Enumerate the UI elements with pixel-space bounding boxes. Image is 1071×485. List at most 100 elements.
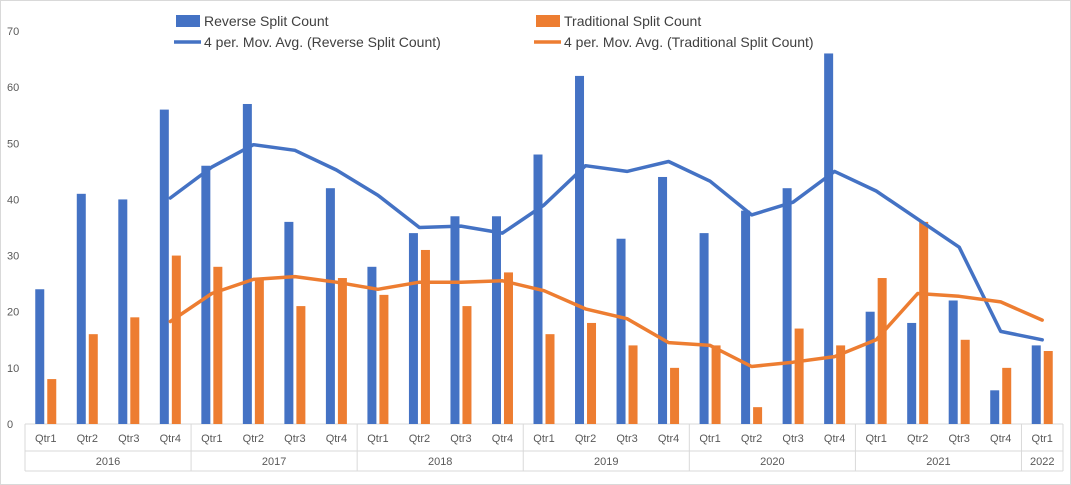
bar-reverse-split: [118, 199, 128, 424]
bar-traditional-split: [503, 272, 513, 424]
y-tick-label: 0: [7, 419, 13, 431]
bar-reverse-split: [76, 193, 86, 424]
bar-traditional-split: [587, 322, 597, 424]
x-tick-label: Qtr2: [575, 433, 596, 445]
bar-reverse-split: [408, 233, 418, 424]
x-tick-label: Qtr4: [160, 433, 181, 445]
bar-reverse-split: [367, 266, 377, 424]
bar-reverse-split: [824, 53, 834, 424]
legend-swatch-traditional: [536, 15, 560, 27]
bar-reverse-split: [284, 221, 294, 424]
bar-reverse-split: [35, 289, 45, 424]
year-group-label: 2016: [96, 456, 120, 468]
x-tick-label: Qtr1: [533, 433, 554, 445]
bar-traditional-split: [836, 345, 846, 424]
bar-traditional-split: [877, 278, 887, 424]
x-tick-label: Qtr3: [284, 433, 305, 445]
bar-reverse-split: [242, 103, 252, 424]
year-group-label: 2019: [594, 456, 618, 468]
x-tick-label: Qtr3: [118, 433, 139, 445]
bar-reverse-split: [450, 216, 460, 424]
bar-reverse-split: [907, 322, 917, 424]
bar-traditional-split: [960, 339, 970, 424]
bar-traditional-split: [545, 334, 555, 424]
bar-traditional-split: [130, 317, 140, 424]
bar-reverse-split: [865, 311, 875, 424]
bar-reverse-split: [948, 300, 958, 424]
legend-label-traditional-trend: 4 per. Mov. Avg. (Traditional Split Coun…: [564, 34, 814, 50]
legend: Reverse Split Count Traditional Split Co…: [174, 13, 814, 50]
bar-traditional-split: [919, 221, 929, 424]
bar-reverse-split: [159, 109, 169, 424]
y-tick-label: 30: [7, 251, 19, 263]
bar-traditional-split: [379, 294, 389, 424]
y-tick-label: 40: [7, 194, 19, 206]
x-tick-label: Qtr3: [782, 433, 803, 445]
bar-traditional-split: [1043, 351, 1053, 424]
x-tick-label: Qtr2: [741, 433, 762, 445]
x-tick-label: Qtr2: [907, 433, 928, 445]
x-tick-label: Qtr4: [658, 433, 679, 445]
x-tick-label: Qtr4: [326, 433, 347, 445]
year-group-label: 2021: [926, 456, 950, 468]
x-tick-label: Qtr2: [77, 433, 98, 445]
x-tick-label: Qtr1: [367, 433, 388, 445]
y-tick-label: 10: [7, 363, 19, 375]
x-tick-label: Qtr2: [409, 433, 430, 445]
x-tick-label: Qtr4: [824, 433, 845, 445]
legend-label-reverse-trend: 4 per. Mov. Avg. (Reverse Split Count): [204, 34, 441, 50]
plot-area: 0 10 20 30 40 50 60 70 Qtr1 Qtr2 Qtr3 Qtr4 Qtr1 Qtr2 Q…: [7, 26, 1064, 472]
bar-traditional-split: [711, 345, 721, 424]
bar-reverse-split: [491, 216, 501, 424]
bar-traditional-split: [254, 278, 264, 424]
bar-traditional-split: [337, 278, 347, 424]
x-tick-label: Qtr3: [450, 433, 471, 445]
bar-traditional-split: [670, 367, 680, 424]
y-tick-label: 60: [7, 82, 19, 94]
legend-swatch-reverse: [176, 15, 200, 27]
bar-reverse-split: [741, 210, 751, 424]
bar-traditional-split: [420, 249, 430, 424]
year-group-label: 2018: [428, 456, 452, 468]
bar-traditional-split: [462, 306, 472, 424]
bar-traditional-split: [47, 379, 57, 424]
legend-label-reverse: Reverse Split Count: [204, 13, 329, 29]
y-tick-label: 20: [7, 307, 19, 319]
bar-reverse-split: [658, 176, 668, 424]
bar-reverse-split: [1031, 345, 1041, 424]
bar-reverse-split: [699, 233, 709, 424]
x-tick-label: Qtr1: [699, 433, 720, 445]
bar-reverse-split: [325, 188, 335, 424]
year-group-label: 2022: [1030, 456, 1054, 468]
year-group-label: 2017: [262, 456, 286, 468]
bar-traditional-split: [213, 266, 223, 424]
year-group-label: 2020: [760, 456, 784, 468]
trendline-traditional-moving-average: [168, 274, 1044, 369]
trendline-reverse-moving-average: [168, 142, 1044, 342]
bar-traditional-split: [88, 334, 98, 424]
x-tick-label: Qtr1: [35, 433, 56, 445]
bar-reverse-split: [616, 238, 626, 424]
bar-reverse-split: [575, 75, 585, 425]
y-tick-label: 50: [7, 138, 19, 150]
x-tick-label: Qtr1: [1032, 433, 1053, 445]
bar-traditional-split: [753, 407, 763, 424]
x-tick-label: Qtr3: [616, 433, 637, 445]
bar-traditional-split: [628, 345, 638, 424]
bar-traditional-split: [296, 306, 306, 424]
x-tick-label: Qtr4: [990, 433, 1011, 445]
bar-reverse-split: [201, 165, 211, 424]
bar-traditional-split: [171, 255, 181, 424]
y-tick-label: 70: [7, 26, 19, 38]
bar-traditional-split: [1002, 367, 1012, 424]
bar-reverse-split: [990, 390, 1000, 424]
bar-reverse-split: [782, 188, 792, 424]
x-tick-label: Qtr3: [948, 433, 969, 445]
x-tick-label: Qtr2: [243, 433, 264, 445]
bar-traditional-split: [794, 328, 804, 424]
x-tick-label: Qtr1: [201, 433, 222, 445]
x-tick-label: Qtr1: [865, 433, 886, 445]
legend-label-traditional: Traditional Split Count: [564, 13, 701, 29]
